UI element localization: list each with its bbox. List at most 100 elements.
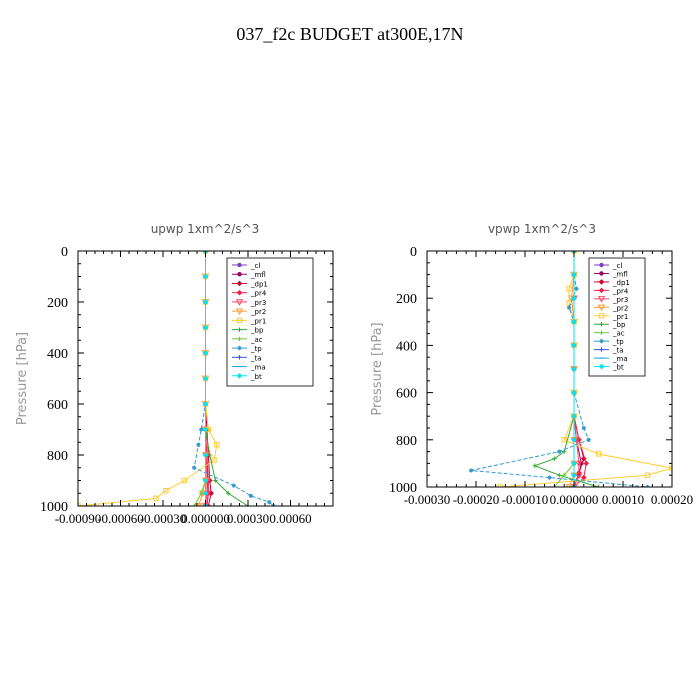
panel-2-legend-label-pr4: _pr4: [612, 287, 629, 295]
panel-1-legend-marker-pr2: [235, 308, 244, 315]
panel-2-legend-label-ac: _ac: [612, 330, 625, 338]
panel-2-series-pr1-point: [566, 286, 572, 292]
panel-1-series-ac-point: [191, 503, 197, 506]
panel-1-series-tp-point: [191, 465, 197, 470]
panel-2-series-tp-point: [586, 437, 591, 442]
panel-2-series-pr1-point: [595, 451, 602, 457]
panel-1-series-group: [78, 251, 276, 506]
panel-1-legend-label-mfl: _mfl: [250, 271, 266, 279]
panel-2-series-pr1-point: [644, 472, 651, 478]
panel-2-x-tick-label: 0.00020: [651, 492, 693, 507]
panel-1-series-tp-point: [248, 493, 254, 498]
panel-1-legend-marker-mfl: [237, 272, 242, 277]
panel-2-legend-label-bp: _bp: [612, 321, 626, 329]
panel-1-legend-label-ma: _ma: [250, 364, 266, 372]
panel-2-x-tick-label: -0.00020: [453, 492, 500, 507]
panel-1-legend-marker-pr3: [235, 299, 244, 306]
panel-1-legend-marker-bp: [237, 327, 242, 332]
panel-1-series-bt-point: [202, 375, 209, 382]
panel-2-legend-label-dp1: _dp1: [612, 279, 630, 287]
panel-1-legend-label-pr3: _pr3: [250, 299, 266, 307]
panel-1-series-pr2-point: [194, 503, 203, 506]
panel-2-series-bp-point: [532, 463, 537, 468]
panel-1-series-dp1-point: [208, 490, 214, 497]
panel-2-series-pr2-point: [565, 484, 573, 487]
panel-2-legend-marker-tp: [599, 338, 604, 344]
panel-2-series-tp-point: [581, 425, 586, 431]
panel-2-series-bt-point: [571, 342, 577, 349]
figure-title: 037_f2c BUDGET at300E,17N: [236, 24, 463, 44]
panel-2-series-tp-point: [574, 286, 579, 291]
panel-2-series-bt-point: [571, 460, 577, 467]
panel-2-series-bt-point: [571, 271, 577, 278]
panel-1-legend-label-pr1: _pr1: [250, 317, 266, 325]
panel-1-series-pr1-point: [163, 488, 169, 494]
panel-1-series-bp-point: [213, 478, 218, 483]
panel-2-legend-marker-ta: [599, 347, 604, 352]
panel-2-y-tick-label: 600: [396, 387, 417, 402]
panel-2-series-bt-point: [571, 389, 577, 396]
panel-1-legend-label-ta: _ta: [250, 354, 262, 362]
panel-2-series-pr4-point: [583, 460, 590, 467]
panel-2-y-tick-label: 0: [410, 245, 417, 260]
panel-2-series-bt-point: [571, 413, 577, 419]
panel-2-legend-label-mfl: _mfl: [612, 270, 628, 278]
panel-2-y-axis-label: Pressure [hPa]: [370, 322, 385, 415]
panel-1-series-bt-point: [202, 490, 209, 497]
panel-2-series-tp-point: [468, 468, 474, 473]
panel-2-x-tick-label: 0.000000: [550, 492, 599, 507]
panel-1-series-bt-point: [202, 401, 209, 407]
panel-2-series-bp-point: [596, 484, 601, 487]
panel-1-legend-label-pr4: _pr4: [250, 290, 267, 298]
panel-1-series-bt-point: [202, 299, 209, 305]
panel-2-legend-label-pr3: _pr3: [612, 296, 628, 304]
panel-2-legend-marker-mfl: [599, 271, 604, 276]
panel-1-series-bt-point: [202, 273, 209, 280]
panel-2-series-bt-point: [571, 437, 577, 443]
panel-1-series-bp-point: [225, 491, 231, 496]
panel-2-y-tick-label: 1000: [389, 481, 417, 496]
panel-1-y-tick-label: 1000: [40, 500, 68, 515]
panel-1-x-tick-label: 0.00060: [269, 511, 311, 526]
panel-2-legend-marker-pr3: [597, 296, 606, 303]
panel-2-series-bt-point: [571, 319, 577, 325]
panel-2-series-pr1-point: [566, 300, 572, 306]
panel-1-legend-label-dp1: _dp1: [250, 280, 268, 288]
panel-2-legend-label-ma: _ma: [612, 355, 628, 363]
panel-1-legend-label-pr2: _pr2: [250, 308, 266, 316]
panel-1-series-tp-point: [231, 483, 237, 488]
panel-2-series-bp-point: [557, 473, 562, 478]
panel-1-x-tick-label: -0.00090: [55, 511, 102, 526]
panel-2-legend-label-tp: _tp: [612, 338, 624, 346]
panel-2-series-tp-point: [566, 305, 572, 310]
panel-1-series-pr1-point: [211, 457, 217, 463]
panel-1-series-tp-point: [196, 442, 201, 447]
panel-2-series-tp-point: [557, 449, 562, 454]
panel-2-y-tick-label: 800: [396, 434, 417, 449]
panel-2-legend: _cl_mfl_dp1_pr4_pr3_pr2_pr1_bp_ac_tp_ta_…: [588, 257, 646, 377]
panel-2-legend-marker-bt: [598, 363, 605, 370]
panel-1-y-tick-label: 800: [47, 449, 68, 464]
panel-2-title: vpwp 1xm^2/s^3: [488, 222, 596, 236]
panel-2-series-pr4-point: [581, 474, 587, 481]
panel-2-legend-label-cl: _cl: [612, 262, 622, 270]
panel-2-series-bt-point: [571, 366, 577, 372]
panel-2-legend-marker-ac: [599, 330, 604, 335]
panel-2-x-tick-label: -0.00030: [404, 492, 451, 507]
panel-2-series-group: [468, 251, 672, 487]
panel-2-series-ac-point: [562, 473, 567, 478]
panel-1-series-bt-point: [202, 452, 209, 458]
panel-2-y-tick-label: 200: [396, 292, 417, 307]
panel-1-legend-marker-pr4: [236, 289, 243, 296]
panel-2-y-tick-label: 400: [396, 339, 417, 354]
panel-1-legend-label-cl: _cl: [250, 262, 260, 270]
panel-1-legend-marker-bt: [236, 372, 243, 379]
panel-1-series-bt-point: [202, 350, 209, 356]
panel-2-series-bp-point: [552, 456, 557, 461]
panel-2-legend-marker-dp1: [598, 279, 605, 285]
panel-2-series-bt-point: [571, 472, 577, 478]
panel-1-legend: _cl_mfl_dp1 _pr4_pr3_pr2_pr1 _bp_ac_tp_ta _…: [226, 257, 314, 387]
panel-1-y-tick-label: 400: [47, 347, 68, 362]
panel-1-x-tick-label: -0.00030: [140, 511, 187, 526]
panel-2-legend-marker-pr1: [598, 313, 605, 319]
